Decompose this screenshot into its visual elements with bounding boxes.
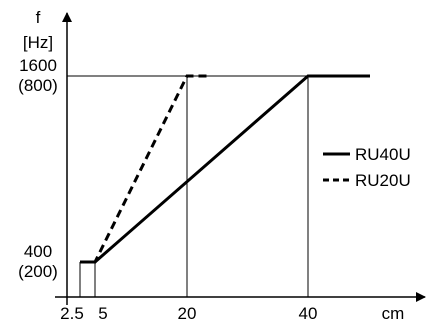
x-tick-label: 40 [299,304,318,323]
x-tick-label: 20 [178,304,197,323]
legend-label-ru40u: RU40U [355,145,411,164]
y-tick-sublabel: (800) [18,76,58,95]
series-group [80,76,370,262]
y-tick-label: 1600 [19,56,57,75]
legend-label-ru20u: RU20U [355,171,411,190]
y-axis-label: f [36,8,41,27]
y-axis-unit: [Hz] [23,33,53,52]
x-tick-label: 5 [98,304,107,323]
y-tick-label: 400 [24,242,52,261]
series-line-ru20u [80,76,211,262]
tick-labels: 2.5 5 20 40 400(200) 1600(800) [18,56,317,323]
legend: RU40U RU20U [323,145,411,190]
x-axis-label: cm [382,304,405,323]
x-tick-label: 2.5 [60,304,84,323]
series-line-ru40u [80,76,370,262]
y-tick-sublabel: (200) [18,262,58,281]
